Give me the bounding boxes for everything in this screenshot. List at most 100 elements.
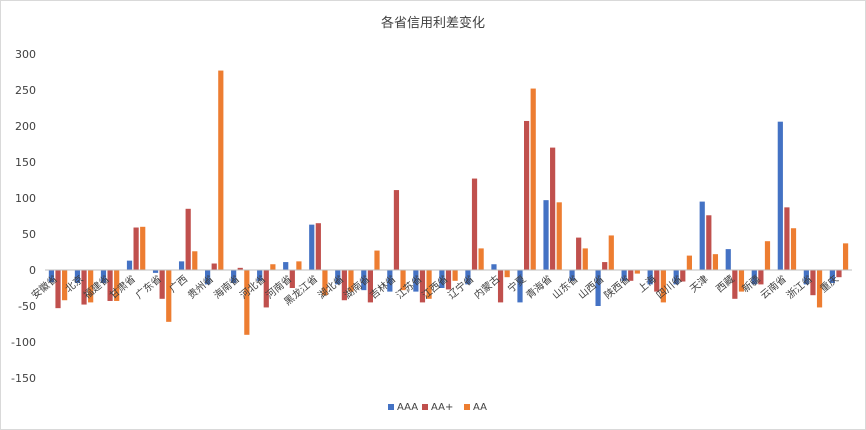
bar-aa-19 (556, 202, 562, 270)
bar-aa-plus-26 (732, 270, 738, 299)
x-tick-label: 山西省 (575, 272, 606, 301)
bar-aa-8 (270, 264, 276, 270)
bar-aaa-24 (673, 270, 679, 285)
bar-aaa-7 (231, 270, 237, 283)
bar-aa-plus-29 (810, 270, 816, 296)
bar-aaa-26 (725, 249, 731, 270)
bar-aa-22 (634, 270, 640, 274)
bar-aa-plus-3 (133, 227, 139, 270)
x-tick-label: 天津 (688, 273, 711, 295)
bar-aa-plus-17 (497, 270, 504, 303)
bar-aa-plus-4 (159, 270, 165, 299)
bar-aaa-17 (491, 264, 497, 270)
bar-aa-plus-22 (628, 270, 634, 281)
y-tick-label: 300 (15, 48, 36, 61)
bar-aa-18 (530, 88, 536, 270)
bar-aa-plus-10 (315, 223, 321, 270)
bar-aaa-10 (309, 224, 315, 270)
bar-aaa-29 (803, 270, 809, 285)
bar-aaa-23 (647, 270, 653, 285)
bar-aa-25 (712, 254, 719, 270)
bar-aaa-18 (517, 270, 523, 303)
bar-aaa-13 (387, 270, 393, 292)
legend-label-1: AA+ (431, 402, 453, 413)
bar-aa-17 (504, 270, 510, 278)
bar-aaa-15 (439, 270, 445, 288)
bar-aaa-1 (74, 270, 81, 283)
y-tick-label: 150 (15, 156, 36, 169)
bar-aa-29 (816, 270, 823, 308)
bar-aaa-3 (126, 260, 133, 270)
bar-aa-plus-28 (784, 207, 790, 270)
bar-aa-plus-2 (107, 270, 113, 301)
bar-aaa-22 (621, 270, 627, 281)
bar-aa-27 (764, 241, 771, 270)
legend-swatch-1 (422, 404, 428, 410)
bar-aa-6 (218, 70, 224, 270)
x-tick-label: 广东省 (133, 272, 164, 301)
bar-aa-26 (738, 270, 745, 292)
x-tick-label: 江苏省 (393, 272, 424, 301)
bar-aa-plus-0 (55, 270, 61, 309)
y-axis: 300 250 200 150 100 50 0 -50 -100 -150 (11, 48, 36, 385)
x-tick-label: 湖北省 (315, 272, 346, 301)
y-tick-label: 100 (15, 192, 36, 205)
x-tick-label: 贵州省 (185, 272, 216, 301)
bar-aa-11 (348, 270, 354, 292)
legend-swatch-2 (464, 404, 470, 410)
bar-aaa-16 (465, 270, 471, 285)
y-tick-label: 0 (29, 264, 36, 277)
bar-aaa-27 (751, 270, 757, 285)
y-tick-label: -100 (11, 336, 36, 349)
bar-aa-16 (478, 248, 484, 270)
bar-aa-5 (192, 251, 198, 270)
legend: AAA AA+ AA (388, 402, 487, 413)
bar-aa-30 (842, 243, 849, 270)
bar-aa-plus-16 (471, 178, 478, 270)
bar-aa-0 (62, 270, 68, 301)
bar-aa-plus-19 (550, 147, 556, 270)
bar-aaa-14 (413, 270, 419, 292)
bar-aa-15 (452, 270, 458, 281)
bar-aa-2 (114, 270, 120, 301)
x-tick-label: 内蒙古 (471, 272, 502, 301)
bar-aa-plus-30 (836, 270, 842, 278)
bar-aaa-21 (595, 270, 601, 306)
bar-aaa-20 (569, 270, 575, 281)
bar-aaa-11 (335, 270, 341, 285)
bar-aa-21 (608, 235, 614, 270)
x-tick-label: 浙江省 (784, 272, 815, 301)
bar-aaa-19 (543, 200, 549, 270)
bar-aa-plus-18 (524, 120, 530, 271)
bar-aa-7 (244, 270, 250, 335)
legend-label-2: AA (473, 402, 487, 413)
chart-title: 各省信用利差变化 (381, 15, 485, 31)
bar-aa-plus-11 (341, 270, 347, 301)
bar-aa-plus-25 (706, 215, 712, 270)
x-tick-label: 陕西省 (601, 272, 632, 301)
bar-aaa-30 (829, 270, 835, 283)
bar-aaa-6 (205, 270, 211, 285)
bar-aaa-5 (178, 261, 185, 270)
bar-aa-plus-24 (680, 270, 686, 282)
bar-aaa-9 (283, 262, 289, 270)
y-tick-label: 250 (15, 84, 36, 97)
bar-aa-plus-12 (367, 270, 373, 303)
bar-aa-10 (322, 270, 328, 296)
bar-aa-plus-9 (289, 270, 295, 288)
bar-aa-4 (166, 270, 172, 322)
bar-aa-plus-13 (393, 190, 400, 270)
bar-aaa-28 (777, 121, 783, 271)
y-tick-label: -150 (11, 372, 36, 385)
bar-aa-plus-8 (263, 270, 269, 308)
bar-aa-28 (790, 228, 797, 270)
x-tick-label: 山东省 (549, 272, 580, 301)
y-tick-label: 50 (22, 228, 36, 241)
bar-aa-23 (660, 270, 666, 303)
bar-aa-9 (296, 261, 302, 270)
bar-aa-plus-27 (758, 270, 764, 285)
bar-aa-13 (400, 270, 406, 291)
